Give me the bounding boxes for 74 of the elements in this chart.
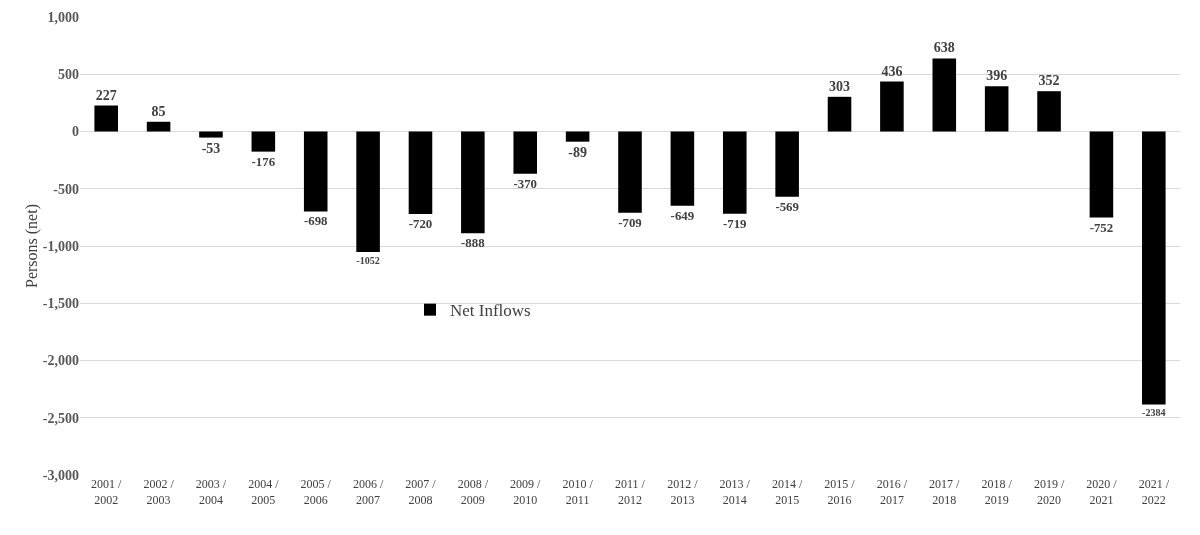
x-tick-label: 2012 / 2013 — [667, 477, 699, 507]
bar — [1037, 91, 1061, 132]
x-tick-label: 2009 / 2010 — [510, 477, 542, 507]
bar — [1089, 131, 1114, 218]
x-tick-label: 2020 / 2021 — [1086, 477, 1118, 507]
x-tick-label: 2015 / 2016 — [824, 477, 856, 507]
data-label: 396 — [986, 68, 1008, 84]
bar — [827, 96, 852, 132]
y-tick-label: -3,000 — [42, 467, 79, 483]
data-label: -1052 — [356, 254, 380, 266]
bar — [251, 131, 276, 152]
x-tick-label: 2002 / 2003 — [143, 477, 175, 507]
bar — [461, 131, 485, 234]
y-tick-label: 0 — [72, 124, 79, 140]
x-tick-label: 2019 / 2020 — [1033, 477, 1065, 507]
bar — [1142, 131, 1166, 405]
x-tick-label: 2005 / 2006 — [300, 477, 332, 507]
bar — [303, 131, 328, 212]
data-label: 227 — [95, 87, 117, 103]
data-label: -888 — [461, 236, 485, 251]
data-label: -698 — [303, 214, 328, 229]
x-tick-label: 2001 / 2002 — [91, 477, 123, 507]
data-label: -569 — [775, 199, 799, 214]
bar — [670, 131, 695, 206]
data-label: -176 — [251, 154, 276, 169]
data-label: 303 — [829, 78, 851, 94]
bar — [880, 81, 904, 132]
x-tick-label: 2016 / 2017 — [876, 477, 908, 507]
bar — [984, 86, 1009, 132]
y-axis-title: Persons (net) — [22, 204, 41, 288]
bar — [618, 131, 642, 213]
bar — [199, 131, 223, 138]
bar — [408, 131, 433, 214]
y-tick-label: -500 — [53, 181, 79, 197]
x-tick-label: 2014 / 2015 — [771, 477, 803, 507]
data-label: -752 — [1089, 220, 1114, 235]
bar — [356, 131, 380, 252]
data-label: 85 — [151, 103, 166, 119]
x-tick-label: 2011 / 2012 — [615, 477, 646, 507]
y-tick-label: 1,000 — [47, 9, 79, 25]
x-tick-label: 2004 / 2005 — [248, 477, 280, 507]
legend-label: Net Inflows — [450, 301, 531, 321]
data-label: 352 — [1038, 73, 1060, 89]
bar — [146, 121, 171, 132]
data-label: 436 — [881, 63, 903, 79]
y-tick-label: -2,000 — [42, 353, 79, 369]
bar — [94, 105, 118, 132]
x-tick-label: 2010 / 2011 — [562, 477, 594, 507]
bar — [565, 131, 590, 142]
data-label: -719 — [722, 216, 747, 231]
data-label: -709 — [618, 215, 642, 230]
y-tick-label: -1,500 — [42, 296, 79, 312]
bar — [722, 131, 747, 214]
y-tick-label: -2,500 — [42, 410, 79, 426]
x-tick-label: 2008 / 2009 — [457, 477, 489, 507]
x-tick-label: 2006 / 2007 — [352, 477, 384, 507]
data-label: -53 — [201, 140, 221, 156]
data-label: -370 — [513, 176, 538, 191]
bar — [932, 58, 957, 132]
y-tick-label: 500 — [58, 67, 79, 83]
data-label: 638 — [933, 40, 955, 56]
data-label: -2384 — [1142, 407, 1166, 419]
x-tick-label: 2018 / 2019 — [981, 477, 1013, 507]
bar — [775, 131, 799, 197]
x-tick-label: 2007 / 2008 — [405, 477, 437, 507]
data-label: -720 — [408, 216, 433, 231]
x-tick-label: 2021 / 2022 — [1138, 477, 1170, 507]
x-tick-label: 2003 / 2004 — [195, 477, 227, 507]
data-label: -649 — [670, 208, 695, 223]
y-tick-label: -1,000 — [42, 238, 79, 254]
bar — [513, 131, 538, 174]
data-label: -89 — [568, 144, 587, 160]
x-tick-label: 2013 / 2014 — [719, 477, 751, 507]
x-tick-label: 2017 / 2018 — [929, 477, 961, 507]
